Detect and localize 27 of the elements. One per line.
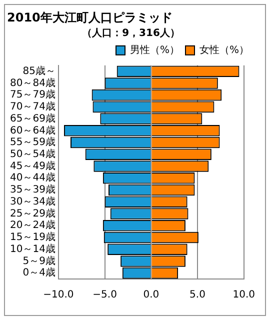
y-tick-label: 55～59歳	[10, 136, 56, 148]
y-tick-label: 50～54歳	[10, 148, 56, 160]
y-tick-label: 10～14歳	[10, 242, 56, 255]
y-tick-label: 40～44歳	[10, 172, 56, 184]
y-tick-label: 45～49歳	[10, 160, 56, 172]
chart-title: 2010年大江町人口ピラミッド	[7, 10, 172, 24]
y-tick-label: 20～24歳	[10, 219, 56, 232]
x-tick-label: 0.0	[143, 290, 160, 301]
y-tick-label: 35～39歳	[10, 184, 56, 196]
y-tick-label: 30～34歳	[10, 195, 56, 208]
x-tick-label: −10.0	[43, 290, 74, 301]
x-tick-label: −5.0	[92, 290, 117, 301]
y-tick-label: 75～79歳	[10, 88, 56, 101]
x-tick-label: 5.0	[190, 290, 206, 301]
y-tick-label: 5～9歳	[22, 254, 56, 267]
legend-label: 男性（%）	[130, 44, 180, 56]
y-tick-label: 70～74歳	[10, 100, 56, 113]
y-tick-label: 80～84歳	[10, 76, 56, 89]
y-tick-label: 15～19歳	[10, 231, 56, 244]
legend-label: 女性（%）	[200, 44, 250, 56]
y-tick-label: 0～4歳	[22, 266, 56, 279]
y-tick-label: 60～64歳	[10, 124, 56, 136]
y-tick-label: 25～29歳	[10, 207, 56, 220]
x-tick-label: 10.0	[232, 290, 255, 301]
chart-subtitle: （人口：9，316人）	[82, 26, 180, 39]
y-tick-label: 85歳～	[22, 64, 56, 77]
y-tick-label: 65～69歳	[10, 112, 56, 124]
